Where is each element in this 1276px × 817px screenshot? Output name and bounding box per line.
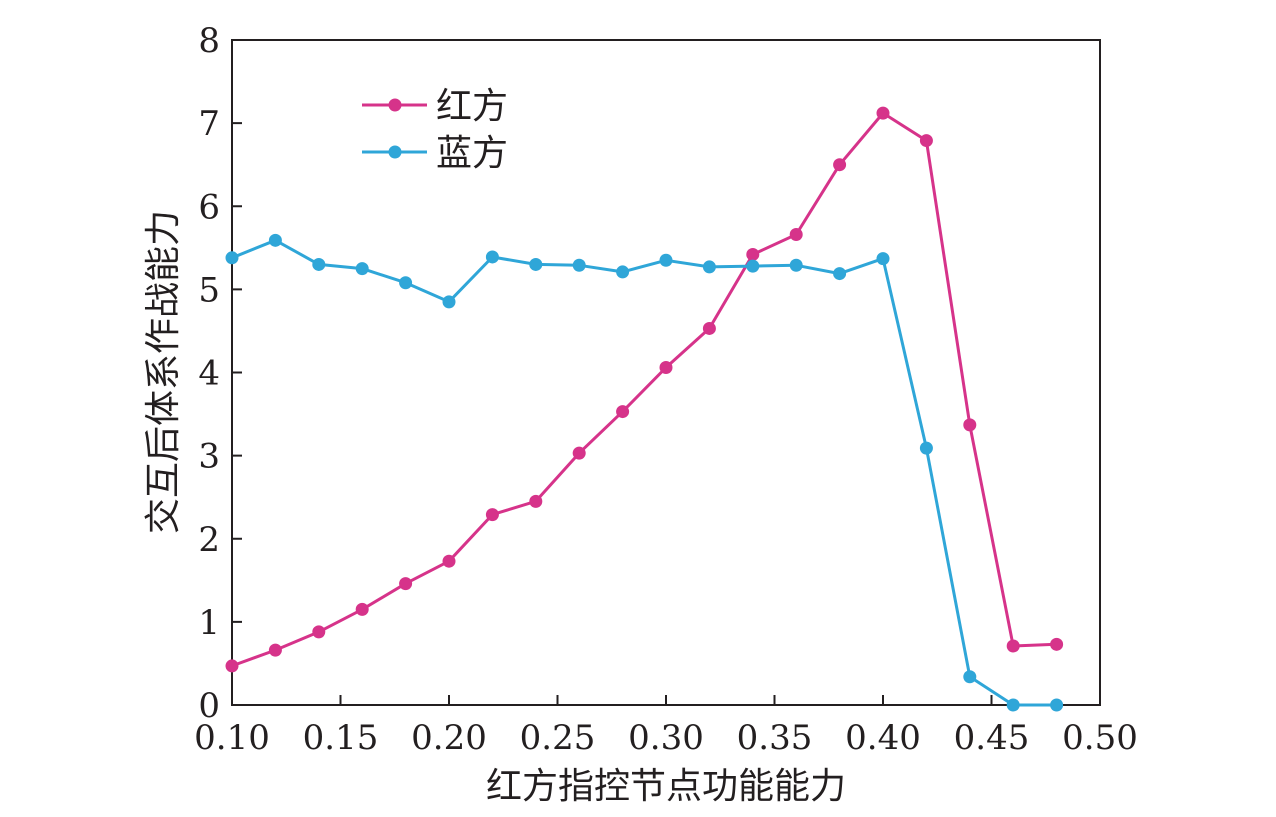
data-point bbox=[616, 265, 630, 279]
data-point bbox=[399, 276, 413, 290]
data-point bbox=[1006, 698, 1020, 712]
data-point bbox=[485, 508, 499, 522]
x-tick-label: 0.40 bbox=[845, 718, 921, 758]
y-tick-label: 7 bbox=[198, 104, 220, 144]
data-point bbox=[1050, 698, 1064, 712]
series-line bbox=[231, 238, 1057, 707]
data-point bbox=[312, 625, 326, 639]
x-tick-label: 0.10 bbox=[194, 718, 270, 758]
data-point bbox=[1050, 637, 1064, 651]
y-tick-label: 8 bbox=[198, 21, 220, 61]
y-axis-title: 交互后体系作战能力 bbox=[143, 210, 184, 534]
data-point bbox=[919, 441, 933, 455]
data-point bbox=[702, 321, 716, 335]
legend: 红方 蓝方 bbox=[362, 86, 508, 174]
series-layer bbox=[225, 106, 1064, 712]
legend-label-red: 红方 bbox=[436, 86, 508, 127]
data-point bbox=[442, 295, 456, 309]
data-point bbox=[225, 251, 239, 265]
data-point bbox=[876, 252, 890, 266]
data-point bbox=[572, 446, 586, 460]
data-point bbox=[1006, 639, 1020, 653]
y-tick-label: 5 bbox=[198, 270, 220, 310]
y-axis-ticks: 0 1 2 3 4 5 6 7 8 bbox=[198, 21, 242, 726]
data-point bbox=[616, 405, 630, 419]
data-point bbox=[746, 247, 760, 261]
data-point bbox=[919, 134, 933, 148]
data-point bbox=[225, 659, 239, 673]
data-point bbox=[355, 262, 369, 276]
x-tick-label: 0.35 bbox=[737, 718, 813, 758]
x-tick-label: 0.45 bbox=[954, 718, 1030, 758]
data-point bbox=[789, 228, 803, 242]
data-point bbox=[442, 554, 456, 568]
data-point bbox=[529, 494, 543, 508]
data-point bbox=[963, 670, 977, 684]
data-point bbox=[399, 577, 413, 591]
x-axis-ticks: 0.10 0.15 0.20 0.25 0.30 0.35 0.40 0.45 0.50 bbox=[194, 695, 1138, 758]
series-line bbox=[231, 111, 1057, 668]
data-point bbox=[355, 602, 369, 616]
y-tick-label: 1 bbox=[198, 603, 220, 643]
y-tick-label: 4 bbox=[198, 354, 220, 394]
legend-item-blue: 蓝方 bbox=[362, 133, 508, 174]
data-point bbox=[572, 258, 586, 272]
y-tick-label: 0 bbox=[198, 686, 220, 726]
data-point bbox=[659, 361, 673, 375]
series-red bbox=[225, 106, 1064, 673]
data-point bbox=[789, 258, 803, 272]
y-tick-label: 2 bbox=[198, 520, 220, 560]
x-tick-label: 0.20 bbox=[411, 718, 487, 758]
data-point bbox=[963, 418, 977, 432]
legend-marker-red bbox=[388, 98, 402, 112]
legend-item-red: 红方 bbox=[362, 86, 508, 127]
series-blue bbox=[225, 233, 1064, 712]
data-point bbox=[833, 267, 847, 281]
y-tick-label: 6 bbox=[198, 187, 220, 227]
data-point bbox=[268, 233, 282, 247]
data-point bbox=[702, 260, 716, 274]
data-point bbox=[268, 643, 282, 657]
x-tick-label: 0.25 bbox=[520, 718, 596, 758]
data-point bbox=[529, 257, 543, 271]
data-point bbox=[659, 253, 673, 267]
data-point bbox=[312, 257, 326, 271]
data-point bbox=[876, 106, 890, 120]
data-point bbox=[833, 158, 847, 172]
x-tick-label: 0.30 bbox=[628, 718, 704, 758]
y-tick-label: 3 bbox=[198, 437, 220, 477]
x-axis-title: 红方指控节点功能能力 bbox=[486, 766, 846, 807]
x-tick-label: 0.50 bbox=[1062, 718, 1138, 758]
legend-label-blue: 蓝方 bbox=[436, 133, 508, 174]
legend-marker-blue bbox=[388, 145, 402, 159]
x-tick-label: 0.15 bbox=[303, 718, 379, 758]
data-point bbox=[746, 259, 760, 273]
data-point bbox=[485, 250, 499, 264]
